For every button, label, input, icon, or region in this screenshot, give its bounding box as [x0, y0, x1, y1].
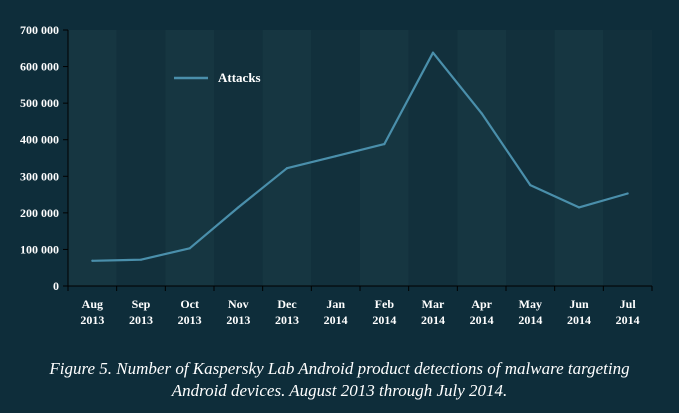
plot-band: [360, 30, 409, 286]
x-tick-label-year: 2013: [80, 313, 104, 327]
data-point: [626, 192, 629, 195]
y-tick-label: 300 000: [20, 169, 59, 183]
x-axis-ticks: Aug 2013 Sep 2013 Oct 2013 Nov 2013 Dec 2013 Jan 20…: [67, 286, 653, 327]
series-line-attacks: [92, 51, 629, 262]
data-point: [237, 206, 240, 209]
data-point: [480, 112, 483, 115]
data-point: [285, 167, 289, 170]
series-group: [91, 51, 629, 262]
x-tick-label-year: 2014: [421, 313, 445, 327]
x-tick-label-year: 2013: [275, 313, 299, 327]
x-tick-label-year: 2014: [324, 313, 348, 327]
y-tick-label: 0: [53, 279, 59, 293]
x-tick-label-month: Dec: [277, 297, 297, 311]
x-tick-label-month: Apr: [471, 297, 492, 311]
x-tick-label-month: Jul: [620, 297, 637, 311]
x-tick-label-year: 2014: [470, 313, 494, 327]
x-tick-label-month: Sep: [132, 297, 151, 311]
figure-caption: Figure 5. Number of Kaspersky Lab Androi…: [0, 358, 679, 402]
x-tick-label-month: Jan: [326, 297, 345, 311]
plot-band: [603, 30, 652, 286]
plot-band: [165, 30, 214, 286]
plot-band: [457, 30, 506, 286]
plot-band: [214, 30, 263, 286]
x-tick-label-year: 2014: [518, 313, 542, 327]
data-point: [431, 51, 435, 54]
x-tick-label-year: 2014: [616, 313, 640, 327]
data-point: [334, 155, 337, 158]
plot-band: [262, 30, 312, 286]
plot-band: [554, 30, 604, 286]
x-tick-label-month: Feb: [375, 297, 395, 311]
y-tick-label: 700 000: [20, 23, 59, 37]
plot-band: [506, 30, 555, 286]
legend-label: Attacks: [218, 70, 261, 85]
x-tick-label-month: May: [519, 297, 542, 311]
caption-line-2: Android devices. August 2013 through Jul…: [171, 381, 508, 400]
x-tick-label-year: 2014: [567, 313, 591, 327]
plot-band: [116, 30, 166, 286]
plot-band: [408, 30, 458, 286]
plot-band: [68, 30, 117, 286]
legend: Attacks: [174, 70, 261, 85]
caption-line-1: Figure 5. Number of Kaspersky Lab Androi…: [49, 359, 630, 378]
plot-background-bands: [68, 30, 652, 286]
y-tick-label: 200 000: [20, 206, 59, 220]
y-axis-ticks: 0 100 000 200 000 300 000 400 000 500 000 600 …: [20, 23, 68, 293]
x-tick-label-year: 2013: [178, 313, 202, 327]
data-point: [188, 247, 191, 250]
y-tick-label: 500 000: [20, 96, 59, 110]
data-point: [139, 258, 143, 261]
x-tick-label-month: Mar: [422, 297, 445, 311]
line-chart: 0 100 000 200 000 300 000 400 000 500 000 600 …: [20, 23, 653, 327]
plot-band: [311, 30, 360, 286]
x-tick-label-year: 2014: [372, 313, 396, 327]
y-tick-label: 400 000: [20, 133, 59, 147]
x-tick-label-month: Oct: [180, 297, 199, 311]
x-tick-label-month: Jun: [569, 297, 589, 311]
x-tick-label-month: Nov: [228, 297, 249, 311]
data-point: [529, 183, 532, 187]
x-tick-label-month: Aug: [82, 297, 103, 311]
x-tick-label-year: 2013: [226, 313, 250, 327]
data-point: [91, 259, 94, 262]
y-tick-label: 600 000: [20, 60, 59, 74]
x-tick-label-year: 2013: [129, 313, 153, 327]
data-point: [383, 143, 386, 146]
data-point: [577, 206, 581, 209]
y-tick-label: 100 000: [20, 242, 59, 256]
